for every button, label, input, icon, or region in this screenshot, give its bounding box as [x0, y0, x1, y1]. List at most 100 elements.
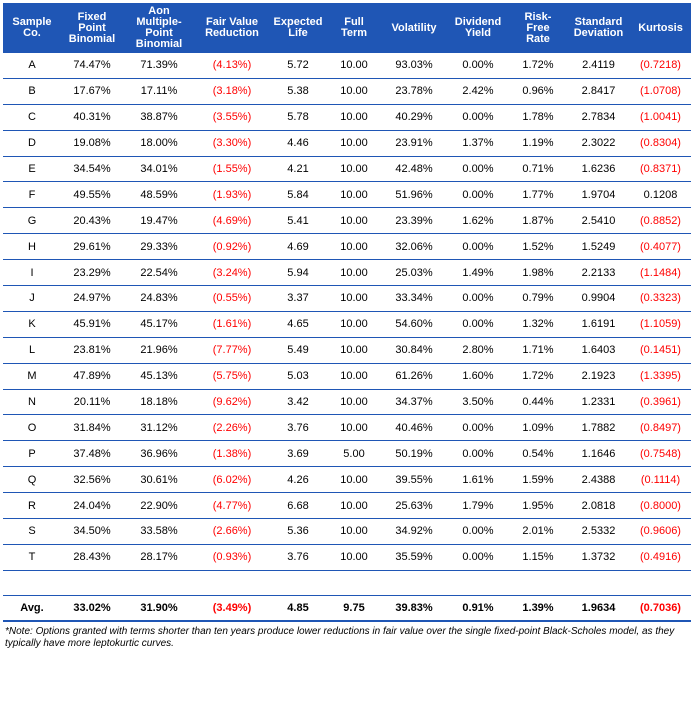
cell-standard-deviation: 2.8417 — [567, 78, 630, 105]
avg-full-term: 9.75 — [327, 595, 381, 622]
header-fair-value-reduction: Fair Value Reduction — [195, 3, 269, 53]
cell-full-term: 10.00 — [327, 104, 381, 131]
cell-aon-multiple-point-binomial: 18.00% — [123, 130, 195, 157]
cell-volatility: 40.46% — [381, 414, 447, 442]
cell-dividend-yield: 0.00% — [447, 518, 509, 545]
cell-full-term: 10.00 — [327, 207, 381, 235]
header-fixed-point-binomial: Fixed Point Binomial — [61, 3, 123, 53]
header-kurtosis: Kurtosis — [630, 3, 691, 53]
cell-full-term: 10.00 — [327, 363, 381, 390]
table-row: B 17.67% 17.11% (3.18%) 5.38 10.00 23.78% 2.42%… — [3, 78, 691, 105]
cell-standard-deviation: 1.1646 — [567, 440, 630, 468]
cell-fair-value-reduction: (4.77%) — [195, 492, 269, 520]
cell-aon-multiple-point-binomial: 34.01% — [123, 156, 195, 183]
cell-expected-life: 3.76 — [269, 414, 327, 442]
cell-sample-co: C — [3, 104, 61, 131]
cell-fair-value-reduction: (1.93%) — [195, 181, 269, 209]
cell-full-term: 10.00 — [327, 233, 381, 261]
cell-aon-multiple-point-binomial: 22.90% — [123, 492, 195, 520]
cell-fixed-point-binomial: 47.89% — [61, 363, 123, 390]
cell-dividend-yield: 0.00% — [447, 311, 509, 338]
cell-kurtosis: (0.8852) — [630, 207, 691, 235]
header-volatility: Volatility — [381, 3, 447, 53]
cell-sample-co: A — [3, 53, 61, 79]
cell-standard-deviation: 2.3022 — [567, 130, 630, 157]
cell-fixed-point-binomial: 32.56% — [61, 466, 123, 494]
cell-fair-value-reduction: (3.55%) — [195, 104, 269, 131]
cell-sample-co: J — [3, 285, 61, 312]
cell-risk-free-rate: 1.32% — [509, 311, 567, 338]
table-row: P 37.48% 36.96% (1.38%) 3.69 5.00 50.19% 0.00% 0… — [3, 440, 691, 468]
cell-dividend-yield: 1.60% — [447, 363, 509, 390]
table-row: R 24.04% 22.90% (4.77%) 6.68 10.00 25.63% 1.79%… — [3, 492, 691, 520]
cell-fair-value-reduction: (6.02%) — [195, 466, 269, 494]
table-row: C 40.31% 38.87% (3.55%) 5.78 10.00 40.29% 0.00%… — [3, 104, 691, 131]
cell-sample-co: M — [3, 363, 61, 390]
cell-expected-life: 5.94 — [269, 259, 327, 287]
cell-sample-co: R — [3, 492, 61, 520]
cell-risk-free-rate: 1.98% — [509, 259, 567, 287]
cell-fair-value-reduction: (2.66%) — [195, 518, 269, 545]
cell-risk-free-rate: 1.77% — [509, 181, 567, 209]
cell-standard-deviation: 1.3732 — [567, 544, 630, 571]
cell-risk-free-rate: 2.01% — [509, 518, 567, 545]
cell-risk-free-rate: 0.96% — [509, 78, 567, 105]
cell-volatility: 33.34% — [381, 285, 447, 312]
avg-expected-life: 4.85 — [269, 595, 327, 622]
cell-fair-value-reduction: (4.13%) — [195, 53, 269, 79]
cell-risk-free-rate: 1.78% — [509, 104, 567, 131]
cell-standard-deviation: 2.4388 — [567, 466, 630, 494]
cell-sample-co: S — [3, 518, 61, 545]
cell-fixed-point-binomial: 17.67% — [61, 78, 123, 105]
cell-kurtosis: (0.9606) — [630, 518, 691, 545]
cell-full-term: 10.00 — [327, 285, 381, 312]
cell-full-term: 10.00 — [327, 53, 381, 79]
table-row: F 49.55% 48.59% (1.93%) 5.84 10.00 51.96% 0.00%… — [3, 181, 691, 209]
cell-sample-co: E — [3, 156, 61, 183]
cell-fixed-point-binomial: 28.43% — [61, 544, 123, 571]
cell-dividend-yield: 2.42% — [447, 78, 509, 105]
cell-standard-deviation: 2.0818 — [567, 492, 630, 520]
cell-standard-deviation: 2.7834 — [567, 104, 630, 131]
cell-dividend-yield: 2.80% — [447, 337, 509, 364]
cell-aon-multiple-point-binomial: 18.18% — [123, 389, 195, 416]
cell-kurtosis: (1.1484) — [630, 259, 691, 287]
cell-standard-deviation: 2.5410 — [567, 207, 630, 235]
table-row: L 23.81% 21.96% (7.77%) 5.49 10.00 30.84% 2.80%… — [3, 337, 691, 364]
cell-fair-value-reduction: (2.26%) — [195, 414, 269, 442]
average-row: Avg. 33.02% 31.90% (3.49%) 4.85 9.75 39.83% 0.9… — [3, 595, 691, 622]
cell-fixed-point-binomial: 23.29% — [61, 259, 123, 287]
cell-expected-life: 5.36 — [269, 518, 327, 545]
cell-dividend-yield: 1.62% — [447, 207, 509, 235]
cell-dividend-yield: 1.61% — [447, 466, 509, 494]
cell-standard-deviation: 1.6236 — [567, 156, 630, 183]
cell-fair-value-reduction: (3.24%) — [195, 259, 269, 287]
cell-sample-co: D — [3, 130, 61, 157]
table-row: E 34.54% 34.01% (1.55%) 4.21 10.00 42.48% 0.00%… — [3, 156, 691, 183]
cell-full-term: 10.00 — [327, 130, 381, 157]
header-dividend-yield: Dividend Yield — [447, 3, 509, 53]
cell-fixed-point-binomial: 49.55% — [61, 181, 123, 209]
cell-risk-free-rate: 0.79% — [509, 285, 567, 312]
cell-volatility: 23.39% — [381, 207, 447, 235]
cell-risk-free-rate: 1.87% — [509, 207, 567, 235]
valuation-comparison-table: Sample Co. Fixed Point Binomial Aon Mult… — [3, 3, 691, 622]
cell-kurtosis: (0.4916) — [630, 544, 691, 571]
cell-kurtosis: (0.1114) — [630, 466, 691, 494]
cell-expected-life: 4.26 — [269, 466, 327, 494]
cell-dividend-yield: 0.00% — [447, 104, 509, 131]
cell-fixed-point-binomial: 40.31% — [61, 104, 123, 131]
cell-volatility: 40.29% — [381, 104, 447, 131]
cell-volatility: 32.06% — [381, 233, 447, 261]
header-sample-co: Sample Co. — [3, 3, 61, 53]
cell-expected-life: 4.65 — [269, 311, 327, 338]
table-row: O 31.84% 31.12% (2.26%) 3.76 10.00 40.46% 0.00%… — [3, 414, 691, 442]
cell-kurtosis: (0.8371) — [630, 156, 691, 183]
cell-full-term: 10.00 — [327, 466, 381, 494]
cell-sample-co: O — [3, 414, 61, 442]
cell-dividend-yield: 3.50% — [447, 389, 509, 416]
cell-kurtosis: (0.8497) — [630, 414, 691, 442]
table-row: A 74.47% 71.39% (4.13%) 5.72 10.00 93.03% 0.00%… — [3, 53, 691, 79]
cell-expected-life: 5.78 — [269, 104, 327, 131]
cell-fair-value-reduction: (3.18%) — [195, 78, 269, 105]
